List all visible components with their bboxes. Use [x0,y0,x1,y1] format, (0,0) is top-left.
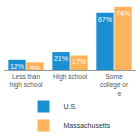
svg-text:U.S.: U.S. [64,103,78,110]
svg-text:67%: 67% [98,16,112,23]
html-text:more: more [106,89,122,97]
svg-text:74%: 74% [116,10,130,17]
svg-text:High school: High school [53,73,88,81]
svg-text:17%: 17% [72,58,86,65]
svg-text:9%: 9% [30,65,40,72]
svg-text:21%: 21% [54,55,68,62]
svg-text:Less thanhigh school: Less thanhigh school [10,73,43,89]
svg-text:Massachusetts: Massachusetts [64,122,111,129]
html-text:college or: college or [99,81,129,89]
svg-text:12%: 12% [10,63,24,70]
html-text:Some: Some [105,72,123,80]
